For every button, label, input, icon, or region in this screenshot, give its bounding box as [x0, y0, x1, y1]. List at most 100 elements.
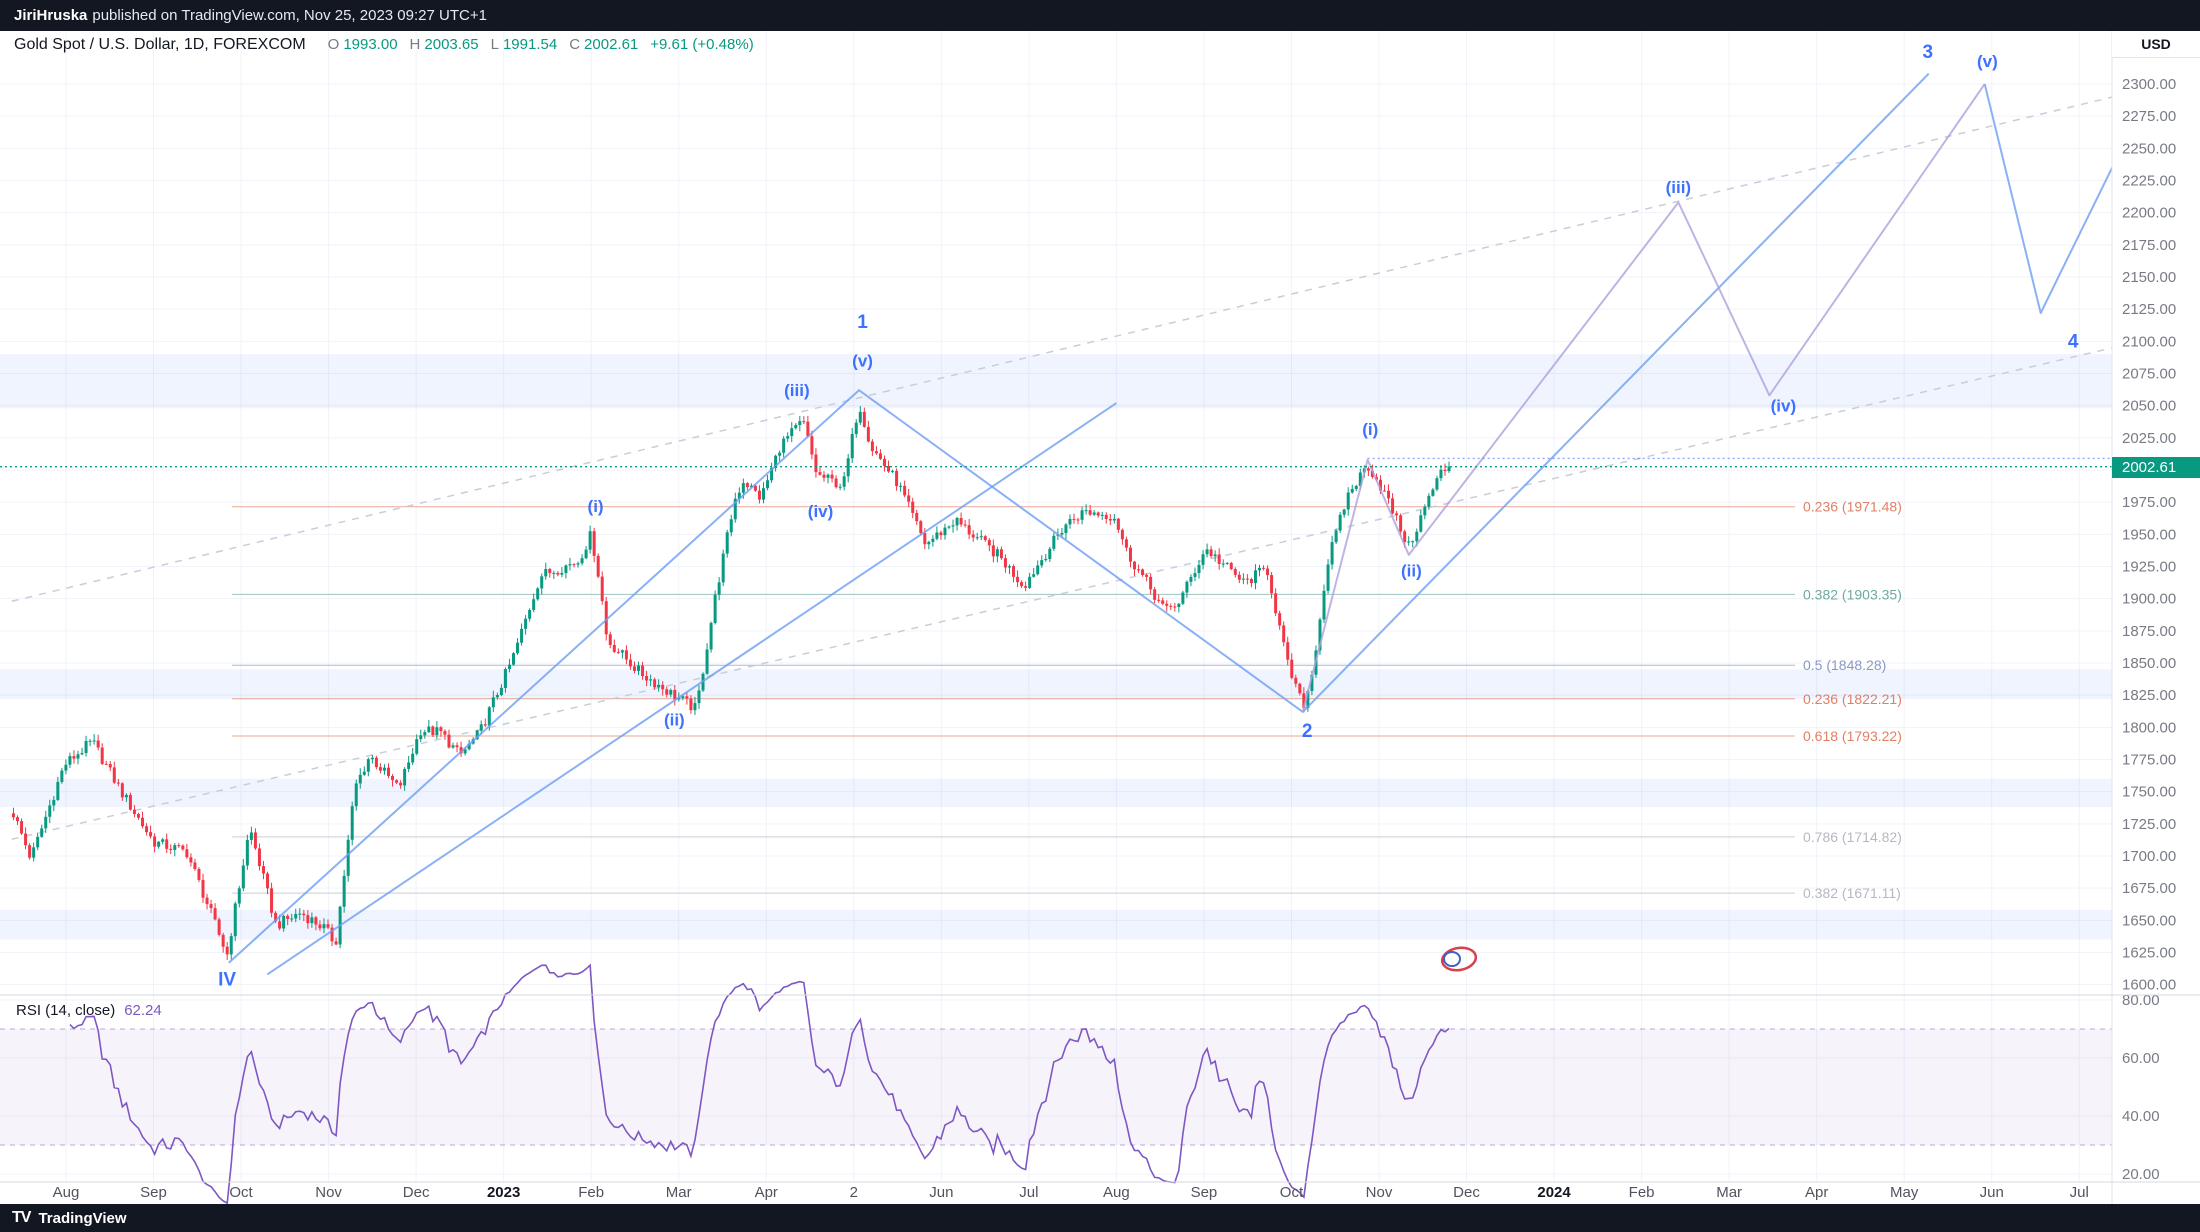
- svg-text:(iv): (iv): [808, 502, 834, 521]
- support-resistance-zones: [0, 354, 2112, 940]
- open-label: O: [327, 36, 340, 53]
- svg-text:Aug: Aug: [53, 1184, 80, 1201]
- svg-text:Jul: Jul: [2070, 1184, 2089, 1201]
- svg-text:(ii): (ii): [1401, 561, 1422, 580]
- svg-text:80.00: 80.00: [2122, 992, 2160, 1009]
- dashed-channel-lines: [11, 92, 2130, 841]
- fibonacci-levels: 0.236 (1971.48) 0.382 (1903.35) 0.5 (1848.…: [232, 499, 1902, 901]
- tradingview-logo-icon[interactable]: TV: [12, 1209, 31, 1226]
- svg-text:20.00: 20.00: [2122, 1166, 2160, 1183]
- svg-text:2300.00: 2300.00: [2122, 76, 2176, 93]
- elliott-wave-labels: IV (i) (ii) (iii) (iv) (v) 1 2 (i) (ii) (iii) (iv) 3…: [218, 42, 2079, 991]
- svg-text:Mar: Mar: [1716, 1184, 1742, 1201]
- close-value: 2002.61: [584, 36, 639, 53]
- svg-text:1850.00: 1850.00: [2122, 655, 2176, 672]
- svg-text:1600.00: 1600.00: [2122, 977, 2176, 994]
- last-price-label: 2002.61: [2112, 457, 2200, 478]
- svg-text:2: 2: [850, 1184, 858, 1201]
- svg-text:1800.00: 1800.00: [2122, 719, 2176, 736]
- svg-text:1650.00: 1650.00: [2122, 912, 2176, 929]
- svg-text:Apr: Apr: [755, 1184, 778, 1201]
- rsi-value: 62.24: [124, 1002, 162, 1019]
- svg-text:2: 2: [1302, 721, 1313, 742]
- svg-text:2225.00: 2225.00: [2122, 173, 2176, 190]
- svg-text:60.00: 60.00: [2122, 1050, 2160, 1067]
- svg-text:0.786 (1714.82): 0.786 (1714.82): [1803, 829, 1902, 845]
- svg-text:Sep: Sep: [140, 1184, 167, 1201]
- publisher-text: published on TradingView.com, Nov 25, 20…: [92, 7, 487, 24]
- svg-text:May: May: [1890, 1184, 1919, 1201]
- svg-text:1775.00: 1775.00: [2122, 752, 2176, 769]
- change-value: +9.61 (+0.48%): [650, 36, 754, 53]
- high-label: H: [409, 36, 421, 53]
- svg-text:Jun: Jun: [1980, 1184, 2004, 1201]
- svg-text:(iii): (iii): [784, 381, 810, 400]
- svg-text:2150.00: 2150.00: [2122, 269, 2176, 286]
- svg-text:1925.00: 1925.00: [2122, 559, 2176, 576]
- svg-text:2025.00: 2025.00: [2122, 430, 2176, 447]
- svg-text:0.236 (1971.48): 0.236 (1971.48): [1803, 499, 1902, 515]
- svg-text:2100.00: 2100.00: [2122, 333, 2176, 350]
- svg-text:4: 4: [2068, 331, 2079, 352]
- svg-text:2024: 2024: [1537, 1184, 1571, 1201]
- svg-text:2275.00: 2275.00: [2122, 108, 2176, 125]
- svg-text:Nov: Nov: [315, 1184, 342, 1201]
- symbol-title[interactable]: Gold Spot / U.S. Dollar, 1D, FOREXCOM: [14, 36, 306, 53]
- open-value: 1993.00: [343, 36, 398, 53]
- svg-text:Oct: Oct: [1280, 1184, 1304, 1201]
- svg-text:1675.00: 1675.00: [2122, 880, 2176, 897]
- svg-text:0.236 (1822.21): 0.236 (1822.21): [1803, 691, 1902, 707]
- svg-text:Mar: Mar: [666, 1184, 692, 1201]
- svg-text:IV: IV: [218, 970, 236, 991]
- svg-text:(v): (v): [852, 352, 873, 371]
- svg-text:Sep: Sep: [1191, 1184, 1218, 1201]
- svg-text:1: 1: [857, 312, 868, 333]
- svg-text:1825.00: 1825.00: [2122, 687, 2176, 704]
- author-stamp: [1440, 946, 1478, 972]
- svg-text:Jun: Jun: [929, 1184, 953, 1201]
- time-scale[interactable]: Aug Sep Oct Nov Dec 2023 Feb Mar Apr 2 Jun Jul Aug Se…: [53, 1184, 2089, 1201]
- svg-text:40.00: 40.00: [2122, 1108, 2160, 1125]
- svg-text:Dec: Dec: [403, 1184, 430, 1201]
- svg-text:1625.00: 1625.00: [2122, 945, 2176, 962]
- svg-text:Feb: Feb: [1629, 1184, 1655, 1201]
- rsi-indicator-header[interactable]: RSI (14, close) 62.24: [16, 1002, 162, 1019]
- pane-separators: [0, 994, 2200, 1183]
- low-value: 1991.54: [502, 36, 558, 53]
- last-price-value: 2002.61: [2122, 459, 2177, 476]
- svg-text:Aug: Aug: [1103, 1184, 1130, 1201]
- svg-text:(i): (i): [588, 497, 604, 516]
- svg-text:0.5 (1848.28): 0.5 (1848.28): [1803, 657, 1886, 673]
- price-scale[interactable]: 2300.00 2275.00 2250.00 2225.00 2200.00 2175.…: [2111, 31, 2200, 1204]
- svg-text:2023: 2023: [487, 1184, 520, 1201]
- svg-text:Oct: Oct: [229, 1184, 253, 1201]
- svg-text:2175.00: 2175.00: [2122, 237, 2176, 254]
- svg-text:0.618 (1793.22): 0.618 (1793.22): [1803, 728, 1902, 744]
- svg-text:(ii): (ii): [664, 711, 685, 730]
- svg-text:1950.00: 1950.00: [2122, 526, 2176, 543]
- svg-text:1900.00: 1900.00: [2122, 591, 2176, 608]
- rsi-line: [69, 963, 1450, 1205]
- symbol-header: Gold Spot / U.S. Dollar, 1D, FOREXCOM O …: [14, 36, 754, 54]
- price-scale-unit-label: USD: [2141, 36, 2171, 52]
- svg-text:2075.00: 2075.00: [2122, 366, 2176, 383]
- svg-text:1875.00: 1875.00: [2122, 623, 2176, 640]
- svg-text:(i): (i): [1362, 420, 1378, 439]
- svg-text:(iv): (iv): [1771, 397, 1797, 416]
- svg-text:0.382 (1903.35): 0.382 (1903.35): [1803, 586, 1902, 602]
- candles-layer: [11, 405, 1451, 960]
- rsi-pane: [0, 963, 2112, 1205]
- publisher-bar: JiriHruska published on TradingView.com,…: [0, 0, 2200, 31]
- svg-text:Nov: Nov: [1366, 1184, 1393, 1201]
- price-scale-unit-button[interactable]: USD: [2112, 31, 2200, 58]
- svg-text:1725.00: 1725.00: [2122, 816, 2176, 833]
- high-value: 2003.65: [424, 36, 479, 53]
- publisher-author: JiriHruska: [14, 7, 88, 24]
- svg-text:2125.00: 2125.00: [2122, 301, 2176, 318]
- svg-text:2050.00: 2050.00: [2122, 398, 2176, 415]
- svg-text:2200.00: 2200.00: [2122, 205, 2176, 222]
- tradingview-brand[interactable]: TradingView: [38, 1209, 127, 1227]
- svg-text:(v): (v): [1977, 52, 1998, 71]
- svg-text:1750.00: 1750.00: [2122, 784, 2176, 801]
